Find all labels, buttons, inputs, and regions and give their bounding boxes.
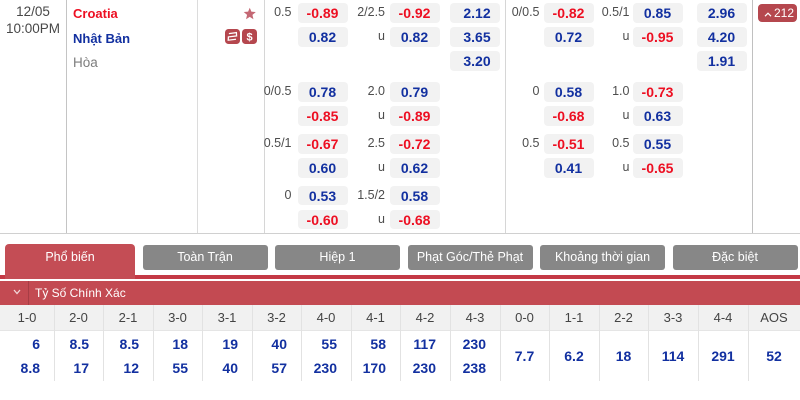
svg-text:$: $ (246, 31, 252, 43)
